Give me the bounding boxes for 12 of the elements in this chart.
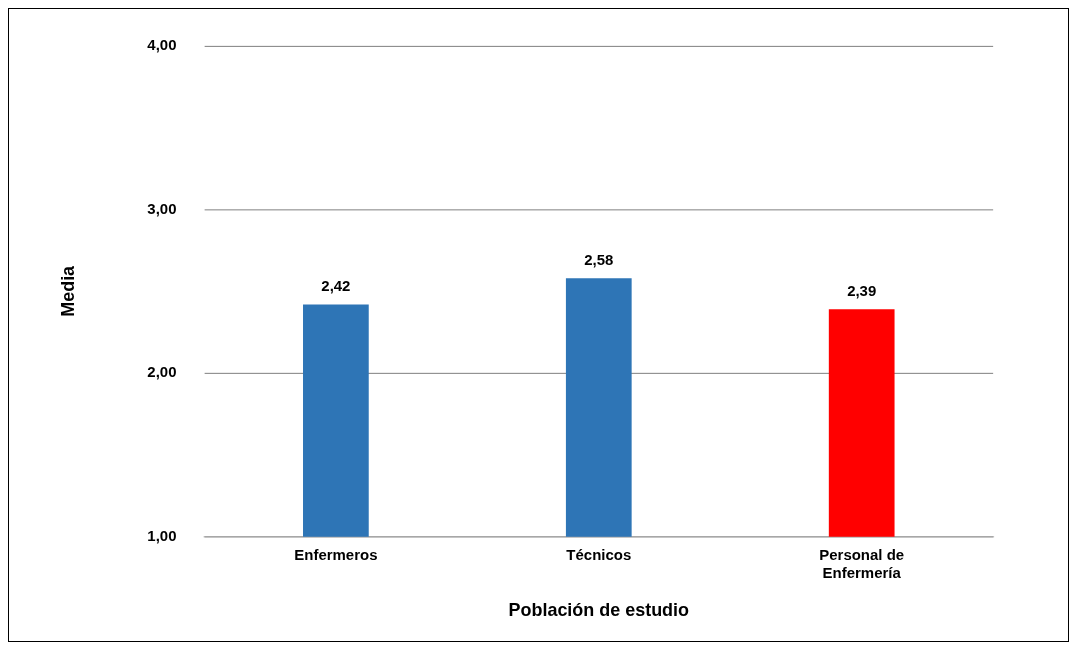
y-tick-label: 4,00 — [147, 36, 177, 54]
data-label: 2,58 — [584, 250, 614, 268]
y-tick-label: 3,00 — [147, 199, 177, 217]
x-tick-label: Técnicos — [566, 545, 632, 563]
y-tick-label: 1,00 — [147, 526, 177, 544]
y-tick-label: 2,00 — [147, 363, 177, 381]
x-tick-label: Enfermeros — [294, 545, 378, 563]
y-axis-title: Media — [57, 264, 78, 317]
x-tick-label: Personal de Enfermería — [819, 545, 905, 581]
x-axis-title: Población de estudio — [508, 600, 690, 621]
data-label: 2,39 — [847, 282, 877, 299]
data-label: 2,42 — [321, 277, 351, 295]
